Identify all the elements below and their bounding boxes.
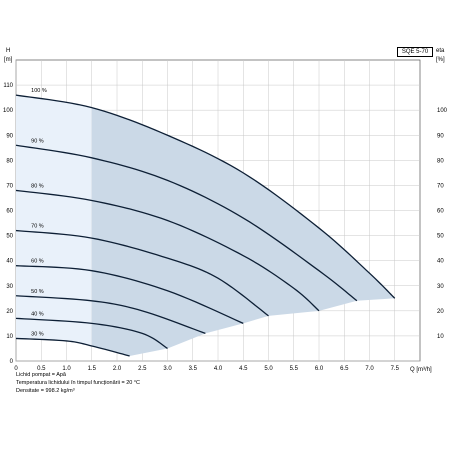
y-tick-label-left: 0 (10, 359, 14, 365)
region-light (16, 95, 92, 346)
y-tick-label-left: 10 (6, 334, 13, 340)
curve-50-percent (15, 295, 206, 335)
curve-label: 50 % (31, 289, 44, 295)
curve-label: 60 % (31, 259, 44, 265)
x-tick-label: 6.0 (315, 366, 324, 372)
x-tick-label: 5.5 (290, 366, 299, 372)
x-tick-label: 1.5 (88, 366, 97, 372)
curve-100-percent (15, 94, 396, 299)
y-tick-label-left: 70 (6, 183, 13, 189)
curve-label: 80 % (31, 183, 44, 189)
y-tick-label-left: 110 (3, 83, 13, 89)
x-axis-label: Q [m³/h] (410, 367, 432, 373)
x-tick-label: 4.5 (239, 366, 248, 372)
curve-label: 100 % (31, 88, 47, 94)
y-tick-label-right: 30 (437, 284, 444, 290)
curves: 100 % 90 % 80 % 70 % 60 % 50 % 40 % 30 % (15, 88, 396, 357)
curve-label: 70 % (31, 224, 44, 230)
y-tick-label-right: 40 (437, 259, 444, 265)
model-label: SQE 5-70 (397, 47, 433, 57)
x-tick-label: 2.0 (113, 366, 122, 372)
axes: 0 0.5 1.0 1.5 2.0 2.5 3.0 3.5 4.0 4.5 5.0 5.5 6.0 6.5… (3, 83, 448, 372)
region-operating (91, 107, 395, 356)
y-tick-label-right: 20 (437, 309, 444, 315)
x-tick-label: 0.5 (37, 366, 46, 372)
note-liquid: Lichid pompat = Apă (16, 372, 66, 378)
y-tick-label-left: 80 (6, 158, 13, 164)
y-axis-label-left: H (6, 48, 10, 54)
y-tick-label-right: 90 (437, 133, 444, 139)
operating-region (16, 95, 395, 356)
x-tick-label: 3.5 (189, 366, 198, 372)
y-tick-label-right: 50 (437, 234, 444, 240)
x-tick-label: 3.0 (163, 366, 172, 372)
y-axis-label-right: eta (436, 48, 445, 54)
y-tick-label-right: 60 (437, 209, 444, 215)
x-tick-label: 4.0 (214, 366, 223, 372)
curve-70-percent (15, 229, 269, 317)
y-axis-unit-right: [%] (436, 57, 445, 63)
y-tick-label-left: 60 (6, 209, 13, 215)
y-tick-label-right: 10 (437, 334, 444, 340)
note-temperature: Temperatura lichidului în timpul funcțio… (16, 380, 141, 386)
x-tick-label: 0 (14, 366, 18, 372)
y-tick-label-right: 80 (437, 158, 444, 164)
y-tick-label-left: 90 (6, 133, 13, 139)
x-tick-label: 1.0 (62, 366, 71, 372)
curve-90-percent (15, 144, 358, 302)
curve-label: 90 % (31, 138, 44, 144)
y-tick-label-left: 50 (6, 234, 13, 240)
curve-30-percent (15, 337, 130, 357)
y-tick-label-right: 70 (437, 183, 444, 189)
curve-80-percent (15, 189, 320, 312)
y-tick-label-left: 20 (6, 309, 13, 315)
y-tick-label-left: 30 (6, 284, 13, 290)
curve-60-percent (15, 265, 244, 324)
x-tick-label: 7.5 (391, 366, 400, 372)
x-tick-label: 2.5 (138, 366, 147, 372)
x-tick-label: 5.0 (264, 366, 273, 372)
curve-label: 40 % (31, 311, 44, 317)
curve-label: 30 % (31, 331, 44, 337)
y-axis-unit-left: [m] (4, 57, 13, 63)
y-tick-label-left: 40 (6, 259, 13, 265)
curve-40-percent (15, 317, 168, 350)
x-tick-label: 6.5 (340, 366, 349, 372)
y-tick-label-left: 100 (3, 108, 14, 114)
note-density: Densitate = 998.2 kg/m³ (16, 388, 75, 394)
x-tick-label: 7.0 (365, 366, 374, 372)
y-tick-label-right: 100 (437, 108, 448, 114)
